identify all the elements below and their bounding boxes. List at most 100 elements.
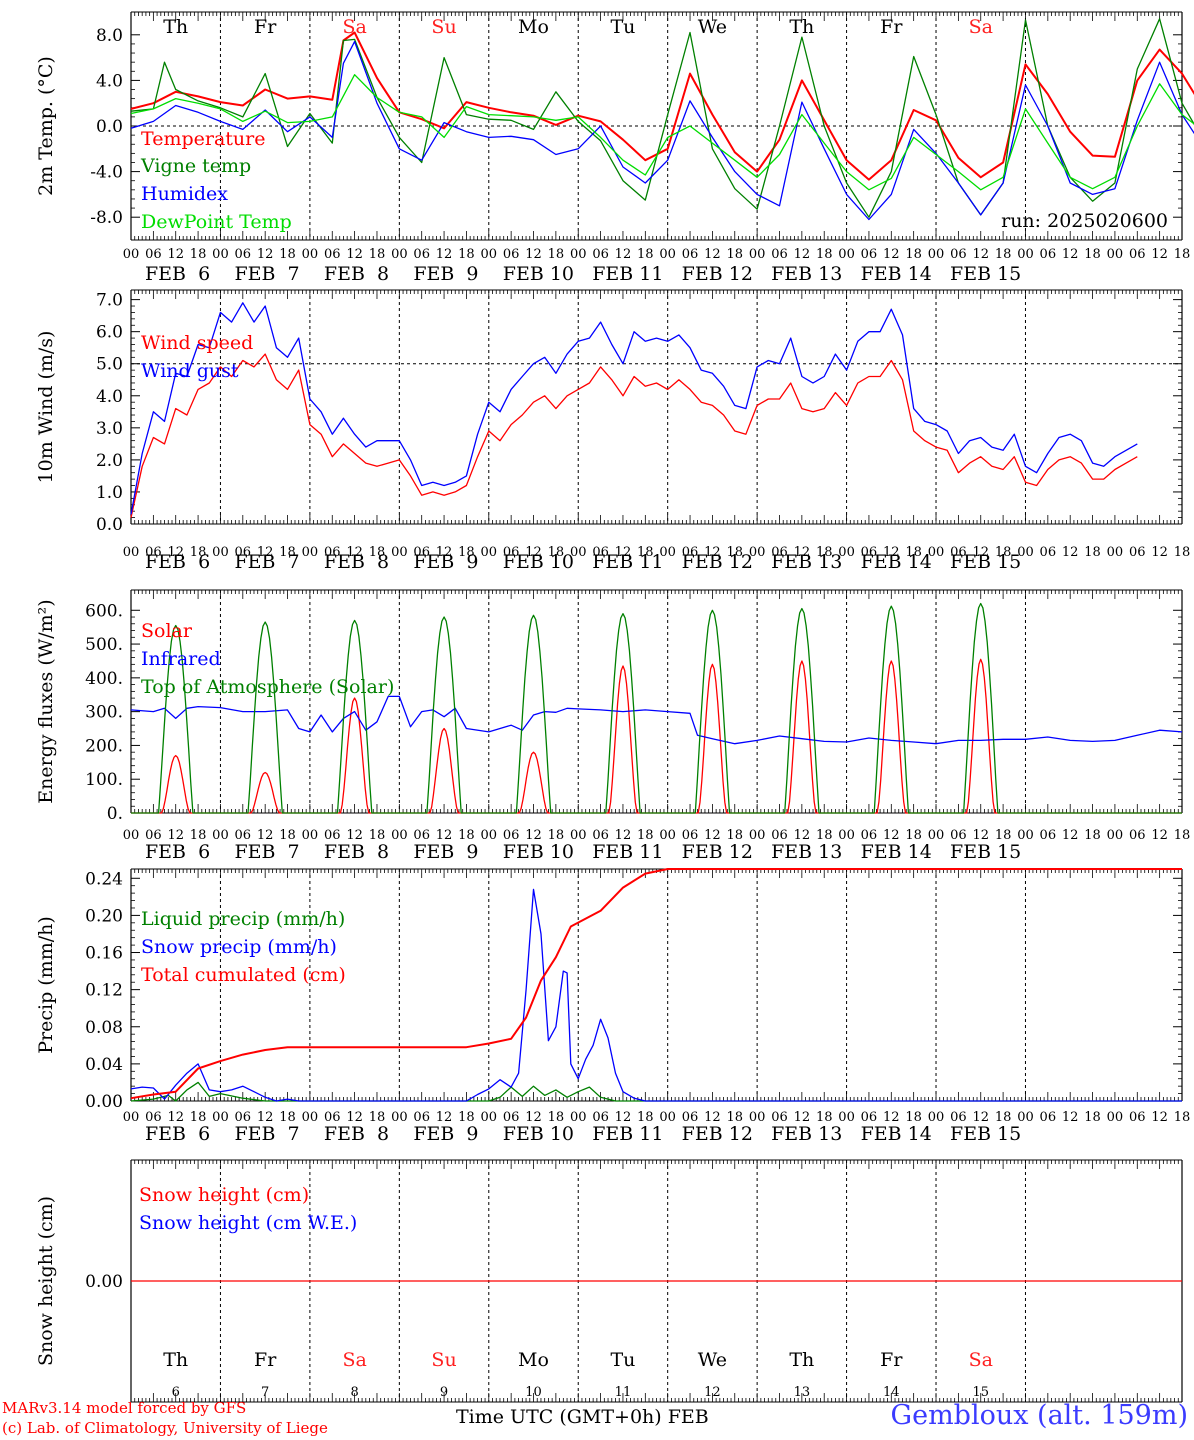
hour-tick-label: 00 [570, 828, 587, 843]
hour-tick-label: 06 [592, 247, 609, 262]
hour-tick-label: 06 [682, 247, 699, 262]
y-tick-label: 0.00 [85, 1272, 123, 1292]
y-tick-label: 500. [85, 635, 123, 655]
hour-tick-label: 06 [413, 828, 430, 843]
date-label: FEB 14 [861, 551, 932, 573]
date-label: FEB 10 [503, 263, 574, 285]
hour-tick-label: 06 [1040, 247, 1057, 262]
hour-tick-label: 18 [1174, 1110, 1191, 1125]
hour-tick-label: 06 [413, 545, 430, 560]
day-label: Th [789, 1349, 814, 1371]
hour-tick-label: 06 [235, 545, 252, 560]
hour-tick-label: 06 [682, 545, 699, 560]
day-label: Mo [518, 1349, 549, 1371]
day-label: Th [163, 16, 188, 38]
hour-tick-label: 18 [458, 247, 475, 262]
hour-tick-label: 06 [1040, 1110, 1057, 1125]
hour-tick-label: 00 [1017, 247, 1034, 262]
hour-tick-label: 18 [995, 1110, 1012, 1125]
hour-tick-label: 00 [570, 1110, 587, 1125]
hour-tick-label: 06 [145, 1110, 162, 1125]
hour-tick-label: 06 [592, 1110, 609, 1125]
hour-tick-label: 18 [190, 1110, 207, 1125]
hour-tick-label: 00 [391, 545, 408, 560]
hour-tick-label: 12 [704, 1110, 721, 1125]
date-label: FEB 12 [682, 551, 753, 573]
series-line [130, 868, 1182, 1100]
day-label: Fr [254, 1349, 277, 1371]
hour-tick-label: 06 [324, 1110, 341, 1125]
hour-tick-label: 06 [235, 1110, 252, 1125]
y-axis-label: 2m Temp. (°C) [35, 56, 57, 196]
date-label: FEB 12 [682, 263, 753, 285]
series-line [131, 602, 1182, 814]
y-tick-label: 5.0 [96, 355, 123, 375]
hour-tick-label: 12 [525, 545, 542, 560]
day-label: Fr [880, 16, 903, 38]
hour-tick-label: 18 [816, 545, 833, 560]
day-label: Sa [969, 16, 993, 38]
hour-tick-label: 12 [1151, 828, 1168, 843]
hour-tick-label: 00 [928, 1110, 945, 1125]
hour-tick-label: 12 [257, 1110, 274, 1125]
hour-tick-label: 12 [615, 828, 632, 843]
hour-tick-label: 12 [1062, 247, 1079, 262]
hour-tick-label: 18 [1174, 545, 1191, 560]
date-label: FEB 14 [861, 1123, 932, 1145]
y-tick-label: 0.20 [85, 906, 123, 926]
hour-tick-label: 00 [659, 828, 676, 843]
legend-entry: Infrared [141, 648, 221, 670]
hour-tick-label: 00 [1107, 828, 1124, 843]
hour-tick-label: 12 [615, 247, 632, 262]
date-label: FEB 14 [861, 841, 932, 863]
hour-tick-label: 06 [861, 247, 878, 262]
hour-tick-label: 00 [1017, 828, 1034, 843]
hour-tick-label: 12 [346, 247, 363, 262]
date-label: FEB 12 [682, 1123, 753, 1145]
day-label: Th [163, 1349, 188, 1371]
hour-tick-label: 12 [1062, 828, 1079, 843]
hour-tick-label: 18 [816, 1110, 833, 1125]
day-label: Sa [342, 16, 366, 38]
date-label: FEB 8 [324, 551, 389, 573]
hour-tick-label: 12 [883, 1110, 900, 1125]
hour-tick-label: 12 [794, 828, 811, 843]
legend-entry: Top of Atmosphere (Solar) [141, 676, 394, 698]
hour-tick-label: 12 [525, 828, 542, 843]
y-axis-label: Snow height (cm) [35, 1196, 57, 1366]
hour-tick-label: 18 [548, 1110, 565, 1125]
hour-tick-label: 18 [637, 545, 654, 560]
y-tick-label: 400. [85, 669, 123, 689]
date-label: FEB 12 [682, 841, 753, 863]
hour-tick-label: 06 [503, 828, 520, 843]
hour-tick-label: 18 [279, 1110, 296, 1125]
hour-tick-label: 06 [235, 247, 252, 262]
hour-tick-label: 18 [1084, 247, 1101, 262]
hour-tick-label: 18 [279, 247, 296, 262]
time-axis-label: Time UTC (GMT+0h) FEB [456, 1406, 709, 1428]
date-label: FEB 14 [861, 263, 932, 285]
hour-tick-label: 06 [145, 247, 162, 262]
hour-tick-label: 18 [279, 545, 296, 560]
date-label: FEB 6 [145, 551, 210, 573]
hour-tick-label: 00 [391, 1110, 408, 1125]
y-tick-label: 8.0 [96, 26, 123, 46]
date-label: FEB 8 [324, 841, 389, 863]
y-tick-label: 100. [85, 770, 123, 790]
day-label: Th [789, 16, 814, 38]
y-tick-label: 0.04 [85, 1055, 123, 1075]
day-label: Su [431, 16, 456, 38]
hour-tick-label: 12 [436, 1110, 453, 1125]
date-label: FEB 10 [503, 1123, 574, 1145]
hour-tick-label: 12 [972, 1110, 989, 1125]
hour-tick-label: 12 [794, 1110, 811, 1125]
hour-tick-label: 00 [302, 1110, 319, 1125]
y-tick-label: 300. [85, 703, 123, 723]
hour-tick-label: 12 [257, 247, 274, 262]
y-tick-label: 4.0 [96, 71, 123, 91]
hour-tick-label: 06 [145, 545, 162, 560]
y-tick-label: -8.0 [90, 208, 123, 228]
legend-entry: DewPoint Temp [141, 211, 292, 233]
hour-tick-label: 00 [481, 1110, 498, 1125]
date-label: FEB 8 [324, 1123, 389, 1145]
